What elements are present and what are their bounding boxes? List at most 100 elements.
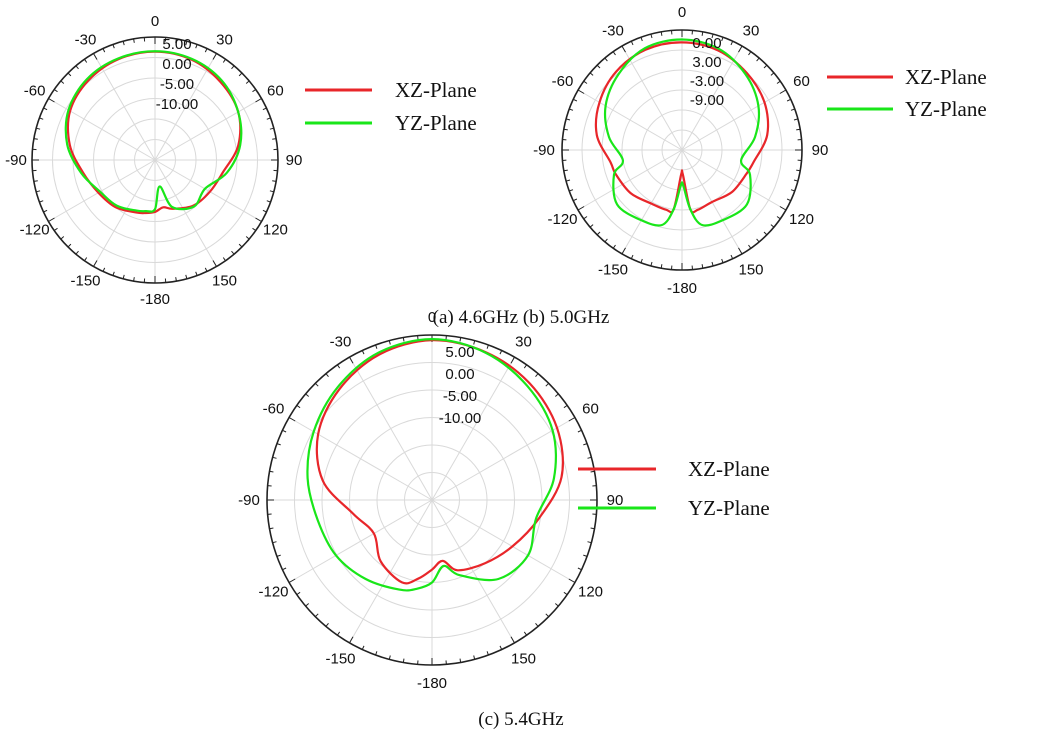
tick-mark [185,274,188,279]
radial-tick-label: -3.00 [690,73,724,90]
tick-mark [266,200,271,203]
tick-mark [748,244,752,249]
tick-mark [763,64,768,69]
tick-mark [459,337,462,342]
tick-mark [361,350,365,355]
tick-mark [701,264,704,269]
angle-tick-label: 60 [793,73,810,90]
tick-mark [388,340,391,345]
tick-mark [262,209,267,213]
angle-tick-label: 150 [212,272,237,289]
tick-mark [305,603,310,607]
tick-mark [314,382,319,387]
radial-tick-label: 5.00 [445,344,474,361]
tick-mark [583,80,588,84]
tick-mark [554,393,559,397]
angle-tick-label: -30 [330,334,352,351]
tick-mark [231,250,235,255]
tick-mark [565,179,571,182]
tick-mark [604,238,608,243]
grid-spoke [93,159,156,267]
tick-mark [793,179,799,182]
tick-mark [272,180,277,182]
tick-mark [43,209,48,213]
tick-mark [282,567,287,571]
tick-mark [252,89,257,93]
angle-tick-label: -150 [70,272,100,289]
angle-tick-label: -30 [75,32,97,49]
tick-mark [786,98,792,102]
tick-mark [587,541,592,544]
tick-mark [39,200,44,203]
tick-mark [587,456,592,459]
tick-mark [604,57,608,62]
tick-mark [535,373,539,378]
tick-mark [650,261,653,267]
tick-mark [563,169,568,172]
tick-mark [790,108,795,111]
tick-mark [770,72,775,76]
legend-label-xz-plane: XZ-Plane [688,457,770,481]
angle-tick-label: 30 [216,32,233,49]
tick-mark [473,655,476,660]
tick-mark [222,58,226,63]
tick-mark [48,98,55,103]
tick-mark [583,443,588,446]
tick-mark [195,271,198,276]
tick-mark [569,108,574,111]
tick-mark [721,37,724,42]
tick-mark [269,190,274,193]
tick-mark [325,622,329,627]
tick-mark [122,41,125,46]
tick-mark [48,217,55,222]
radial-tick-label: 0.00 [692,35,721,52]
grid-spoke [349,356,433,501]
tick-mark [231,65,235,70]
grid-spoke [577,149,683,211]
tick-mark [523,631,528,636]
series-line-yz-plane [603,38,761,227]
tick-mark [212,260,217,267]
legend-c: XZ-Plane YZ-Plane [578,457,770,520]
tick-mark [75,250,79,255]
angle-tick-label: -60 [552,73,574,90]
tick-mark [793,118,799,121]
tick-mark [288,578,296,583]
tick-mark [621,45,626,53]
angle-tick-label: -30 [602,23,624,40]
tick-mark [53,89,58,93]
tick-mark [266,117,271,120]
legend-a: XZ-Plane YZ-Plane [305,78,477,135]
tick-mark [314,613,319,618]
series-line-yz-plane [64,50,243,213]
angle-tick-label: 0 [151,13,159,30]
tick-mark [272,456,277,459]
tick-mark [269,527,274,530]
grid-spoke [577,89,683,151]
angle-tick-label: -180 [667,280,697,297]
tick-mark [563,128,568,131]
series-line-xz-plane [315,339,564,585]
tick-mark [738,45,743,53]
series-line-yz-plane [306,338,558,592]
tick-mark [590,470,595,473]
tick-mark [459,658,462,663]
tick-mark [738,247,743,255]
tick-mark [779,206,787,211]
tick-mark [730,254,734,260]
angle-tick-label: 30 [743,23,760,40]
tick-mark [563,404,568,409]
tick-mark [296,591,301,596]
tick-mark [523,364,528,369]
polar-chart-c: 0 30 60 90 120 150 -180 -150 -120 -90 -60 -30 5.00 0.… [238,309,623,692]
tick-mark [545,382,550,387]
grid-spoke [288,417,433,501]
angle-tick-label: 0 [428,309,436,326]
tick-mark [255,98,262,103]
angle-tick-label: -180 [140,291,170,308]
tick-mark [276,443,281,446]
polar-chart-a: 0 30 60 90 120 150 -180 -150 -120 -90 -60 -30 5.00 0.… [5,13,302,308]
tick-mark [596,231,601,236]
angle-tick-label: -60 [263,401,285,418]
legend-label-xz-plane: XZ-Plane [395,78,477,102]
